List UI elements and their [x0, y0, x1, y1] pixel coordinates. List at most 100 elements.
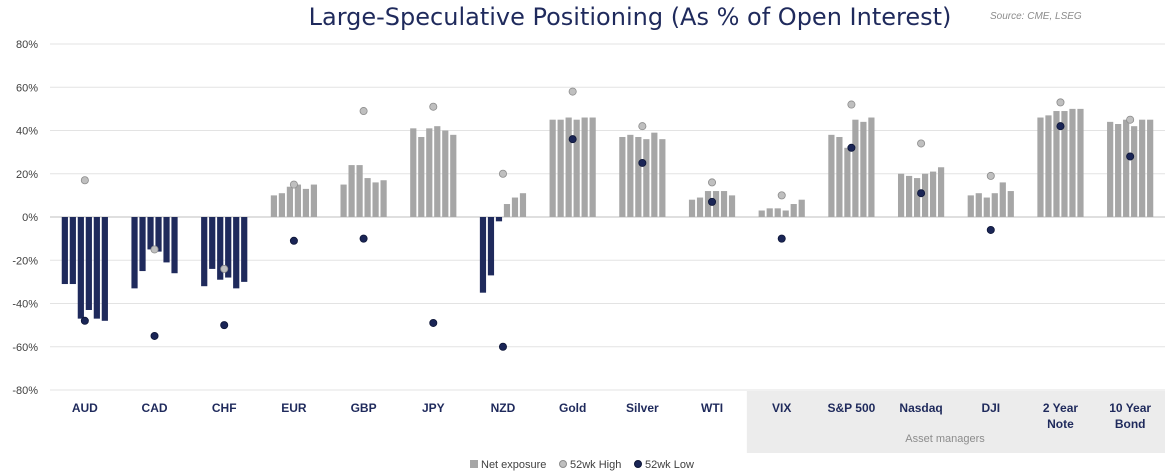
- net-exposure-bar: [897, 173, 905, 217]
- net-exposure-bar: [627, 134, 634, 217]
- low-52wk-marker: [777, 234, 786, 243]
- net-exposure-bar: [565, 117, 572, 217]
- x-tick-label: AUD: [72, 401, 98, 415]
- net-exposure-bar: [340, 184, 347, 217]
- y-tick-label: -20%: [12, 255, 38, 267]
- net-exposure-bar: [696, 197, 704, 217]
- net-exposure-bar: [1053, 111, 1060, 217]
- net-exposure-bar: [1139, 119, 1146, 217]
- net-exposure-bar: [549, 119, 556, 217]
- low-52wk-marker: [220, 321, 229, 330]
- y-tick-label: 40%: [16, 126, 38, 138]
- net-exposure-bar: [913, 178, 921, 217]
- legend-high-marker: [559, 460, 567, 468]
- net-exposure-bar: [511, 197, 519, 217]
- y-tick-label: 0%: [22, 212, 38, 224]
- x-tick-label: Bond: [1115, 417, 1146, 431]
- net-exposure-bar: [310, 184, 318, 217]
- low-52wk-marker: [498, 342, 507, 351]
- net-exposure-bar: [1061, 111, 1068, 217]
- x-tick-label: Gold: [559, 401, 586, 415]
- net-exposure-bar: [643, 139, 650, 217]
- net-exposure-bar: [782, 210, 789, 217]
- high-52wk-marker: [289, 180, 298, 189]
- net-exposure-bar: [1069, 108, 1076, 217]
- x-tick-label: DJI: [981, 401, 1000, 415]
- net-exposure-bar: [61, 217, 68, 285]
- net-exposure-bar: [651, 132, 658, 217]
- low-52wk-marker: [638, 158, 647, 167]
- net-exposure-bar: [155, 217, 162, 252]
- net-exposure-bar: [278, 193, 286, 217]
- net-exposure-bar: [704, 191, 712, 217]
- net-exposure-bar: [905, 175, 913, 217]
- high-52wk-marker: [429, 102, 438, 111]
- net-exposure-bar: [1147, 119, 1154, 217]
- net-exposure-bar: [69, 217, 76, 285]
- net-exposure-bar: [937, 167, 945, 217]
- low-52wk-marker: [986, 225, 995, 234]
- chart-title: Large-Speculative Positioning (As % of O…: [309, 3, 952, 31]
- net-exposure-bar: [828, 134, 835, 217]
- legend-low-marker: [634, 460, 642, 468]
- x-tick-label: CHF: [212, 401, 237, 415]
- high-52wk-marker: [777, 191, 786, 200]
- x-tick-label: S&P 500: [828, 401, 876, 415]
- y-tick-label: 80%: [16, 39, 38, 51]
- net-exposure-bar: [201, 217, 208, 287]
- net-exposure-bar: [991, 193, 998, 217]
- low-52wk-marker: [1056, 122, 1065, 131]
- net-exposure-bar: [728, 195, 736, 217]
- net-exposure-bar: [1007, 191, 1014, 217]
- x-tick-label: NZD: [491, 401, 516, 415]
- net-exposure-bar: [1107, 121, 1114, 217]
- chart-source: Source: CME, LSEG: [990, 11, 1082, 22]
- x-tick-label: JPY: [422, 401, 445, 415]
- net-exposure-bar: [434, 126, 441, 217]
- x-tick-label: Nasdaq: [899, 401, 942, 415]
- high-52wk-marker: [150, 245, 159, 254]
- high-52wk-marker: [917, 139, 926, 148]
- net-exposure-bar: [774, 208, 781, 217]
- net-exposure-bar: [836, 136, 843, 217]
- x-tick-label: GBP: [351, 401, 377, 415]
- net-exposure-bar: [619, 136, 626, 217]
- net-exposure-bar: [270, 195, 278, 217]
- low-52wk-marker: [708, 197, 717, 206]
- low-52wk-marker: [80, 316, 89, 325]
- net-exposure-bar: [131, 217, 138, 289]
- net-exposure-bar: [139, 217, 146, 272]
- low-52wk-marker: [429, 318, 438, 327]
- shaded-group-label: Asset managers: [905, 433, 985, 445]
- net-exposure-bar: [85, 217, 92, 310]
- asset-managers-shade: [746, 391, 1165, 453]
- net-exposure-bar: [380, 180, 387, 217]
- net-exposure-bar: [868, 117, 875, 217]
- net-exposure-bar: [503, 204, 511, 217]
- x-tick-label: Note: [1047, 417, 1074, 431]
- high-52wk-marker: [708, 178, 717, 187]
- net-exposure-bar: [286, 186, 294, 217]
- net-exposure-bar: [1115, 124, 1122, 217]
- net-exposure-bar: [758, 210, 765, 217]
- net-exposure-bar: [790, 204, 797, 217]
- net-exposure-bar: [999, 182, 1006, 217]
- high-52wk-marker: [1056, 98, 1065, 107]
- net-exposure-bar: [302, 188, 310, 217]
- net-exposure-bar: [233, 217, 240, 289]
- x-tick-label: 10 Year: [1109, 401, 1151, 415]
- net-exposure-bar: [372, 182, 379, 217]
- net-exposure-bar: [217, 217, 224, 280]
- high-52wk-marker: [359, 107, 368, 116]
- net-exposure-bar: [171, 217, 178, 274]
- net-exposure-bar: [410, 128, 417, 217]
- net-exposure-bar: [442, 130, 449, 217]
- high-52wk-marker: [1126, 115, 1135, 124]
- legend: Net exposure 52wk High 52wk Low: [470, 459, 694, 471]
- net-exposure-bar: [418, 136, 425, 217]
- legend-net-label: Net exposure: [481, 459, 546, 471]
- net-exposure-bar: [479, 217, 487, 293]
- net-exposure-bar: [659, 139, 666, 217]
- high-52wk-marker: [220, 264, 229, 273]
